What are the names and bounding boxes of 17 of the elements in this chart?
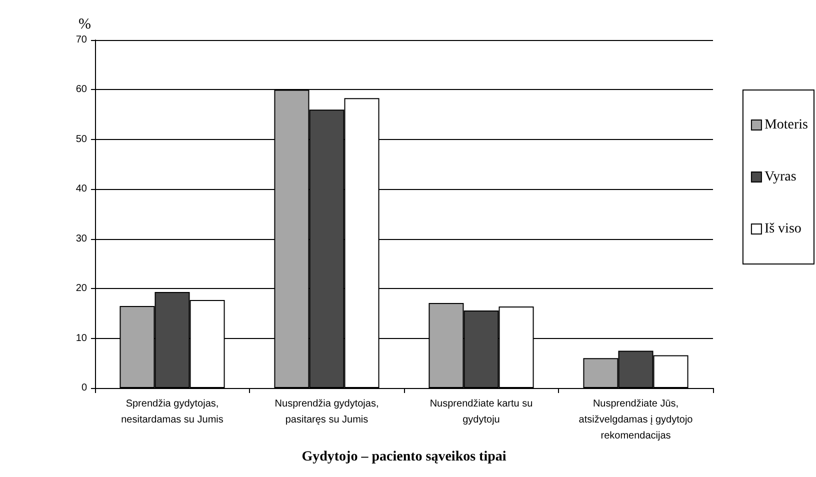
- y-tick-label: 10: [76, 332, 88, 344]
- x-tick-label: Sprendžia gydytojas, nesitardamas su Jumis: [121, 398, 224, 426]
- y-tick-label: 70: [76, 34, 88, 46]
- y-tick-label: 30: [76, 233, 88, 244]
- y-tick-label: 20: [76, 283, 88, 294]
- x-axis-title: Gydytojo – paciento sąveikos tipai: [302, 450, 506, 464]
- y-tick-label: 50: [76, 134, 88, 145]
- x-tick-label: Nusprendžiate Jūs, atsižvelgdamas į gydytojo rekomendacijas: [578, 398, 694, 442]
- legend-label: Vyras: [764, 170, 796, 184]
- x-tick-label: Nusprendžia gydytojas, pasitaręs su Jumis: [274, 398, 379, 426]
- legend-label: Iš viso: [764, 222, 802, 236]
- x-tick-label: Nusprendžiate kartu su gydytoju: [430, 398, 533, 426]
- legend-label: Moteris: [764, 118, 808, 132]
- y-axis-title: %: [78, 16, 91, 32]
- y-tick-label: 40: [76, 184, 88, 195]
- y-tick-label: 60: [76, 84, 88, 96]
- y-tick-label: 0: [81, 382, 88, 394]
